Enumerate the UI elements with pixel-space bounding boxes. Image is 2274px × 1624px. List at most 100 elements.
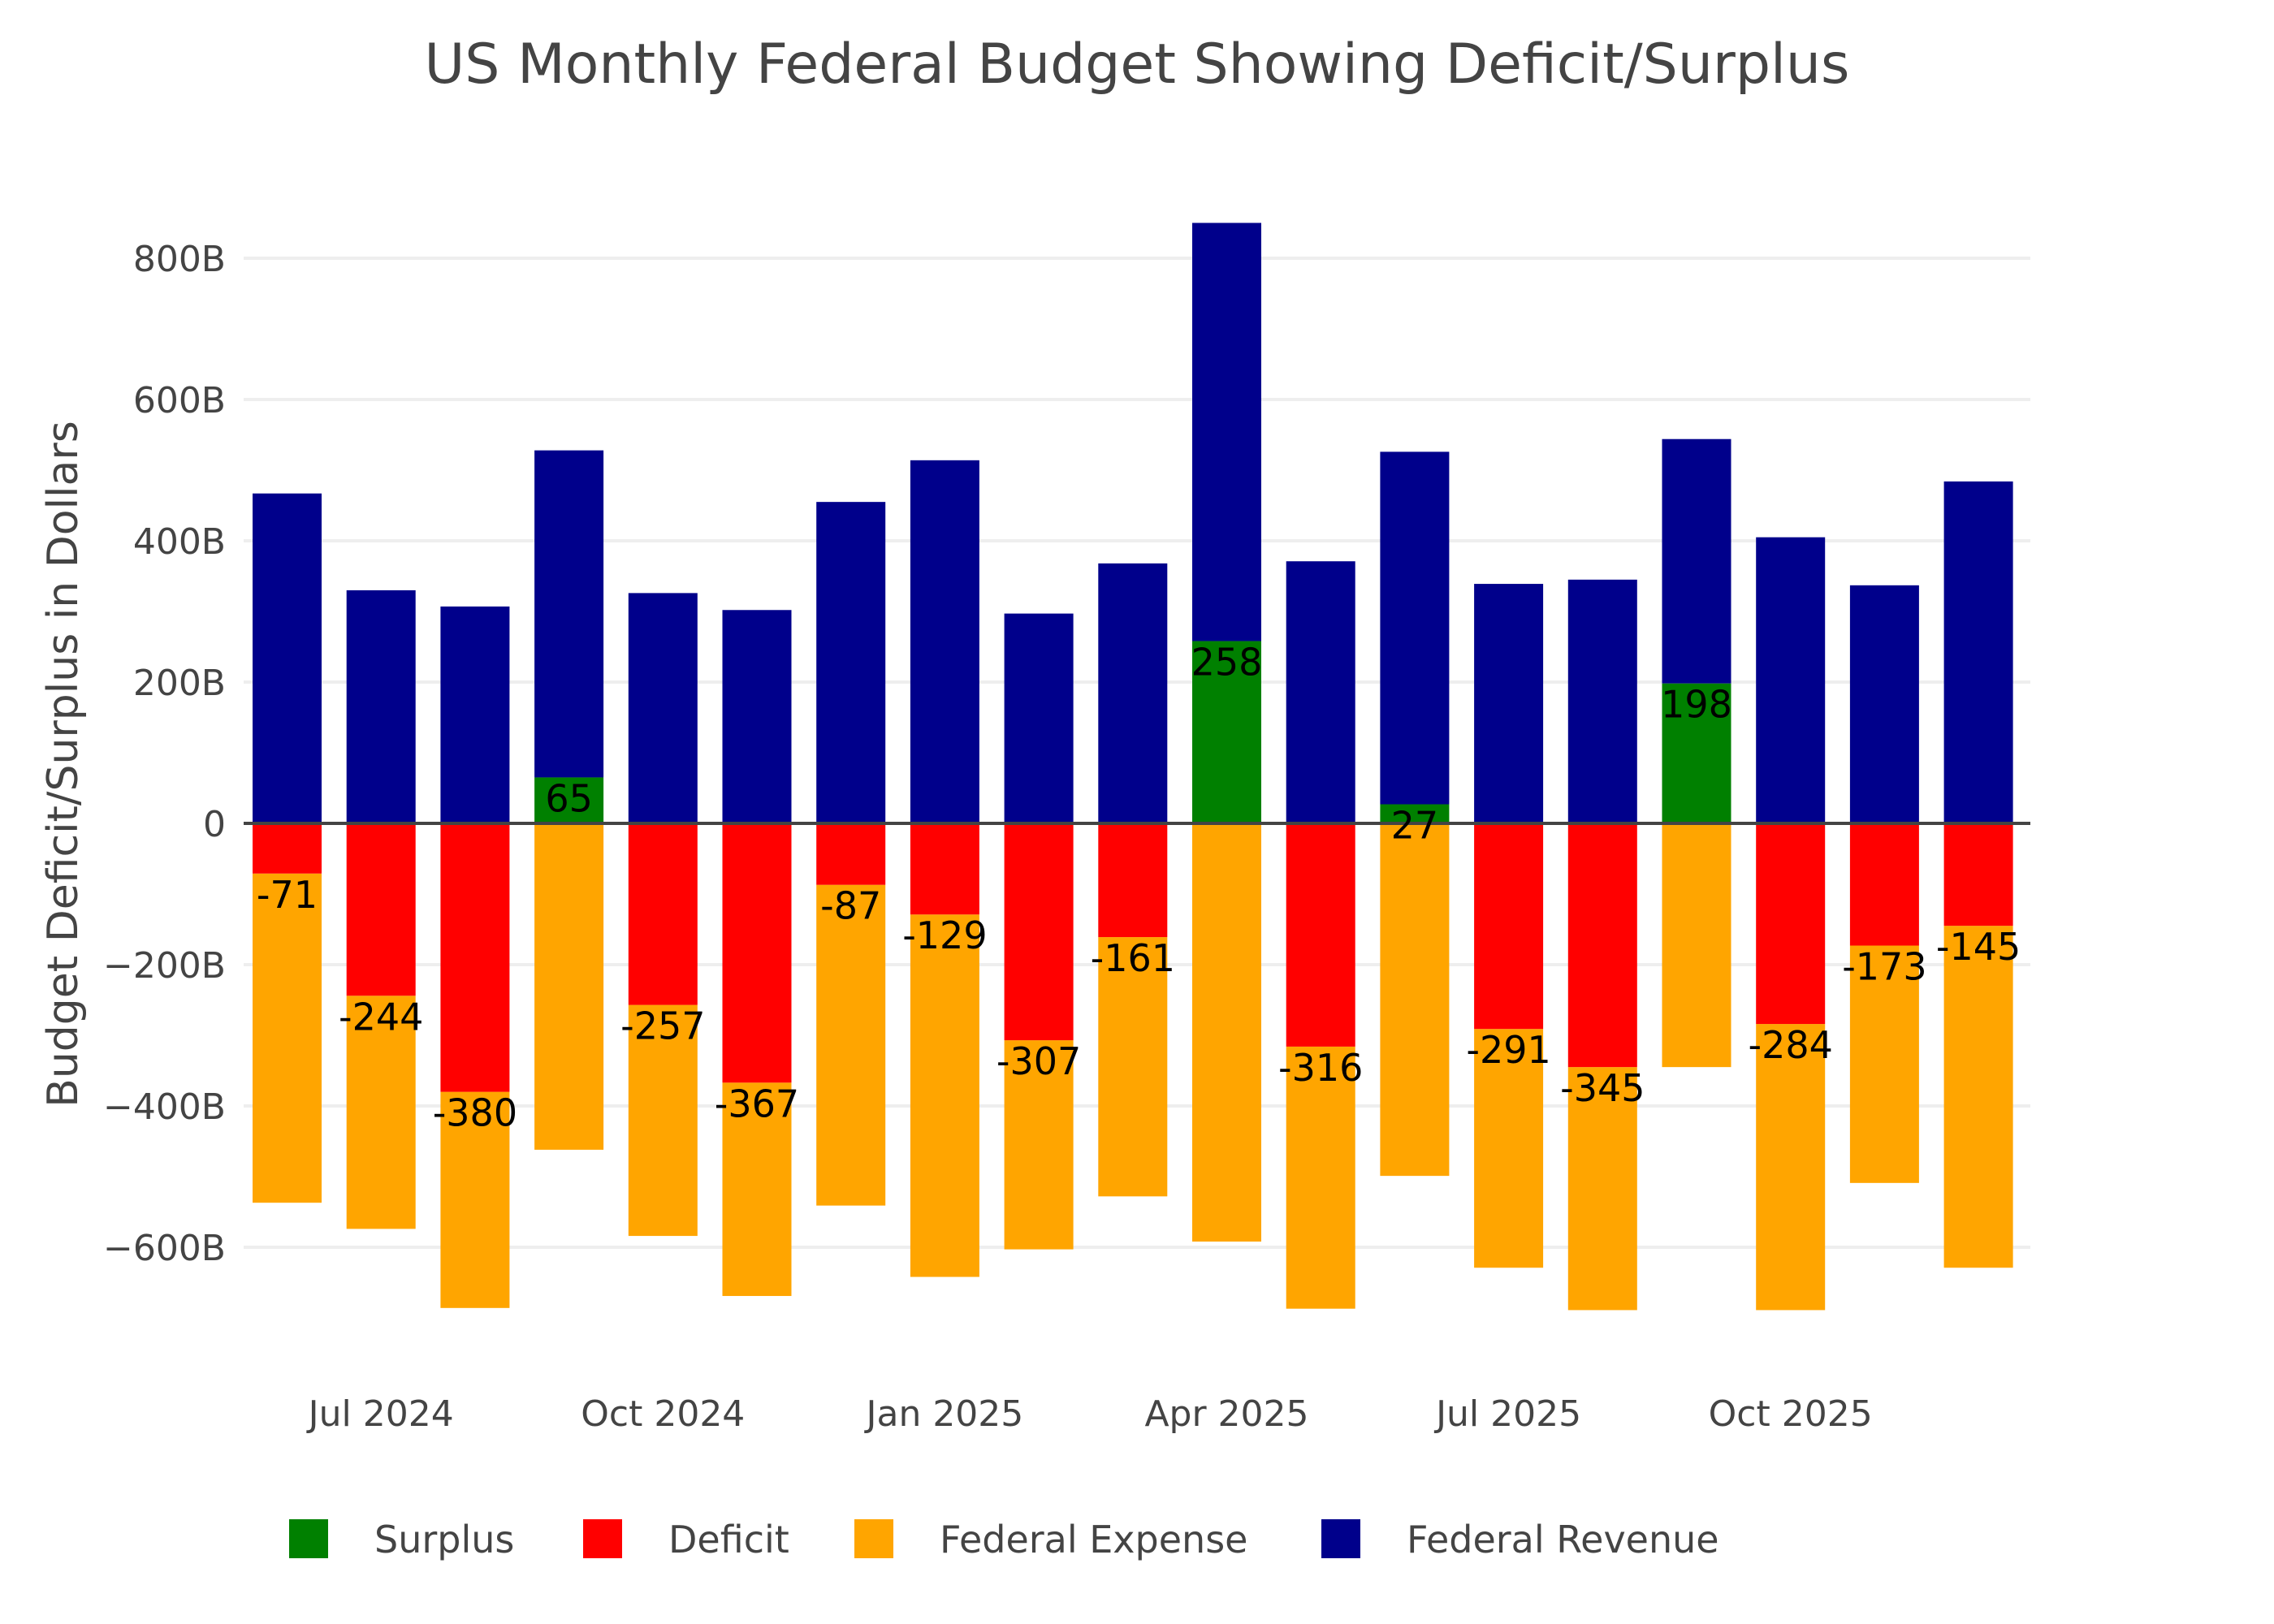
bar-deficit: [1849, 823, 1919, 946]
data-labels: -71 -244 -380 65 -257-367 -87 -129 -307 -161 258 -…: [257, 641, 2021, 1135]
legend-item-deficit[interactable]: Deficit: [583, 1518, 789, 1561]
bar-deficit: [1567, 823, 1637, 1068]
bar-federal-expense: [1849, 945, 1919, 1183]
bar-federal-expense: [1756, 1024, 1826, 1311]
y-tick-label: 0: [203, 804, 226, 845]
x-tick-label: Apr 2025: [1144, 1393, 1308, 1435]
bar-federal-revenue: [1286, 561, 1355, 823]
bar-surplus: [1380, 804, 1450, 823]
legend-item-federal-expense[interactable]: Federal Expense: [854, 1518, 1247, 1561]
x-tick-label: Jan 2025: [864, 1393, 1024, 1435]
bar-data-label: -244: [339, 995, 423, 1039]
bar-surplus: [534, 777, 604, 823]
bar-deficit: [910, 823, 979, 915]
bar-data-label: -173: [1842, 945, 1926, 989]
bar-federal-expense: [722, 1082, 792, 1297]
bar-federal-revenue: [910, 460, 979, 823]
bar-deficit: [440, 823, 510, 1092]
legend-label: Deficit: [668, 1518, 789, 1561]
bar-federal-expense: [1286, 1046, 1355, 1309]
bar-surplus: [1662, 683, 1731, 823]
bar-federal-expense: [1380, 823, 1450, 1177]
bar-federal-expense: [1004, 1040, 1074, 1250]
bar-data-label: -161: [1091, 936, 1175, 980]
bar-federal-revenue: [816, 502, 886, 823]
y-axis-ticks: 800B 600B 400B 200B 0 −200B −400B −600B: [103, 239, 226, 1269]
y-tick-label: 600B: [133, 380, 226, 421]
bar-federal-revenue: [1756, 537, 1826, 823]
x-tick-label: Jul 2025: [1433, 1393, 1581, 1435]
bar-federal-expense: [534, 823, 604, 1150]
y-axis-title: Budget Deficit/Surplus in Dollars: [39, 421, 88, 1108]
bar-federal-expense: [1192, 823, 1261, 1242]
bar-federal-revenue: [1943, 481, 2013, 823]
bar-deficit: [1943, 823, 2013, 926]
bar-deficit: [1474, 823, 1544, 1030]
bar-deficit: [722, 823, 792, 1083]
bar-federal-expense: [628, 1004, 698, 1237]
bar-data-label: -71: [257, 873, 318, 917]
x-tick-label: Oct 2025: [1709, 1393, 1873, 1435]
bar-federal-expense: [1567, 1067, 1637, 1311]
bar-deficit: [253, 823, 322, 874]
y-tick-label: −200B: [103, 945, 226, 987]
bar-federal-expense: [346, 996, 416, 1229]
bar-federal-revenue: [1474, 584, 1544, 823]
bar-federal-revenue: [628, 593, 698, 823]
legend-swatch: [289, 1519, 328, 1558]
bar-deficit: [346, 823, 416, 996]
bar-surplus: [1192, 641, 1261, 823]
bar-data-label: -257: [620, 1004, 705, 1048]
bar-data-label: -307: [996, 1039, 1081, 1083]
bar-federal-revenue: [1849, 585, 1919, 823]
bar-deficit: [1756, 823, 1826, 1025]
bar-data-label: -316: [1278, 1046, 1363, 1090]
bar-deficit: [628, 823, 698, 1005]
bar-federal-revenue: [1004, 613, 1074, 823]
bar-federal-revenue: [440, 606, 510, 823]
bars: [253, 222, 2013, 1311]
bar-data-label: -291: [1466, 1028, 1550, 1072]
bar-deficit: [1286, 823, 1355, 1047]
bar-federal-expense: [816, 884, 886, 1206]
bar-federal-expense: [910, 914, 979, 1277]
y-tick-label: 200B: [133, 663, 226, 704]
bar-federal-revenue: [534, 450, 604, 778]
y-tick-label: −600B: [103, 1228, 226, 1269]
x-tick-label: Oct 2024: [581, 1393, 745, 1435]
bar-federal-revenue: [346, 590, 416, 823]
legend: Surplus Deficit Federal Expense Federal Rev…: [289, 1518, 1719, 1561]
y-tick-label: −400B: [103, 1086, 226, 1128]
bar-deficit: [1098, 823, 1168, 938]
bar-federal-revenue: [1567, 579, 1637, 823]
bar-data-label: -145: [1936, 925, 2021, 969]
bar-federal-revenue: [1192, 222, 1261, 641]
bar-federal-expense: [1662, 823, 1731, 1068]
bar-data-label: 258: [1191, 641, 1263, 685]
bar-federal-revenue: [253, 493, 322, 823]
legend-item-surplus[interactable]: Surplus: [289, 1518, 514, 1561]
legend-swatch: [854, 1519, 893, 1558]
bar-deficit: [1004, 823, 1074, 1041]
bar-federal-expense: [1474, 1029, 1544, 1268]
bar-data-label: -129: [902, 914, 987, 957]
bar-federal-expense: [1098, 937, 1168, 1197]
legend-swatch: [583, 1519, 622, 1558]
bar-deficit: [816, 823, 886, 885]
bar-federal-revenue: [722, 610, 792, 823]
chart-title: US Monthly Federal Budget Showing Defici…: [425, 32, 1850, 97]
bar-data-label: -345: [1560, 1066, 1645, 1110]
bar-federal-expense: [440, 1091, 510, 1308]
bar-data-label: 198: [1661, 683, 1732, 727]
y-tick-label: 400B: [133, 521, 226, 563]
bar-federal-revenue: [1662, 438, 1731, 684]
bar-federal-revenue: [1380, 451, 1450, 805]
bar-data-label: -367: [715, 1082, 799, 1125]
bar-data-label: 27: [1391, 804, 1439, 848]
bar-federal-revenue: [1098, 563, 1168, 823]
bar-data-label: 65: [545, 776, 593, 820]
legend-item-federal-revenue[interactable]: Federal Revenue: [1321, 1518, 1719, 1561]
legend-label: Surplus: [374, 1518, 514, 1561]
legend-label: Federal Expense: [940, 1518, 1247, 1561]
